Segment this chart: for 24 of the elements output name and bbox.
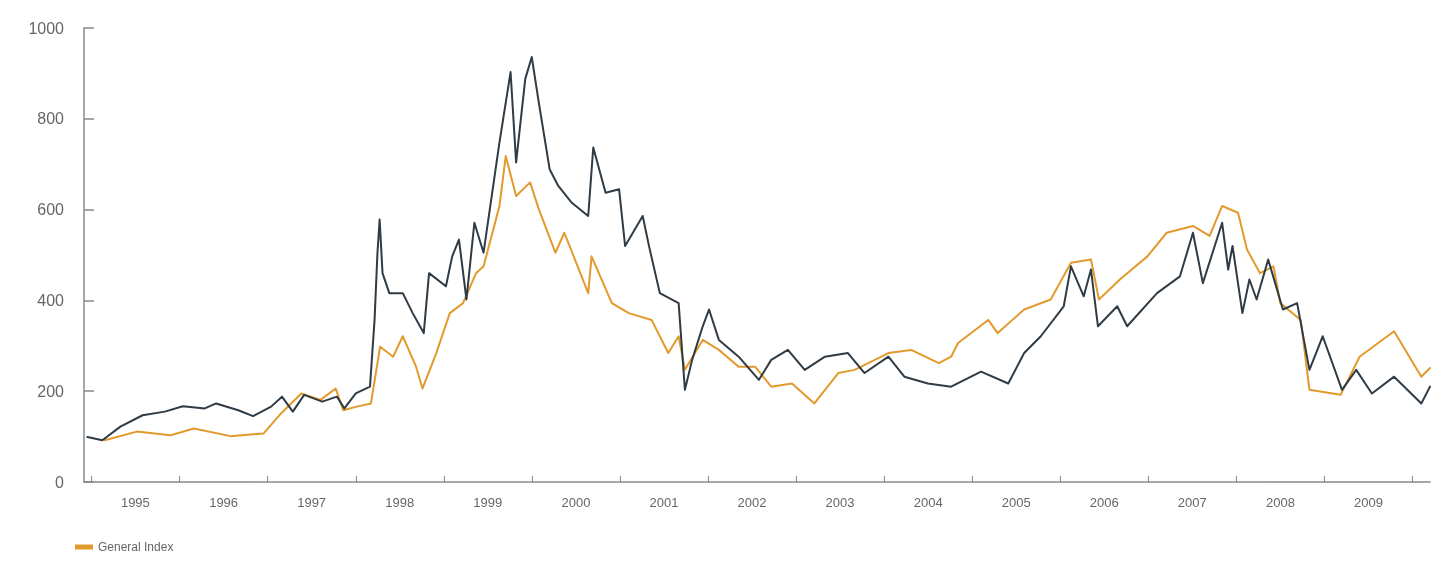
x-tick-label: 2004 bbox=[913, 495, 943, 510]
y-tick-label: 200 bbox=[37, 382, 65, 400]
x-tick-label: 2000 bbox=[561, 495, 591, 510]
y-tick-label: 0 bbox=[55, 473, 65, 491]
x-tick-label: 2005 bbox=[1001, 495, 1031, 510]
y-tick-label: 400 bbox=[37, 291, 65, 309]
x-tick-label: 2003 bbox=[825, 495, 855, 510]
x-tick-label: 1998 bbox=[385, 495, 415, 510]
x-tick-label: 2001 bbox=[649, 495, 679, 510]
x-tick-label: 1999 bbox=[473, 495, 503, 510]
x-tick-label: 1995 bbox=[120, 495, 150, 510]
line-series bbox=[103, 155, 1431, 442]
x-tick-label: 2006 bbox=[1089, 495, 1119, 510]
x-tick-label: 2009 bbox=[1354, 495, 1383, 510]
line-series bbox=[86, 56, 1431, 442]
x-tick-label: 2002 bbox=[737, 495, 767, 510]
y-tick-label: 800 bbox=[37, 110, 65, 128]
x-tick-label: 1996 bbox=[209, 495, 239, 510]
legend-label: General Index bbox=[98, 540, 174, 554]
x-tick-label: 2007 bbox=[1177, 495, 1207, 510]
y-tick-label: 1000 bbox=[28, 19, 65, 37]
x-tick-label: 2008 bbox=[1266, 495, 1295, 510]
x-tick-label: 1997 bbox=[297, 495, 327, 510]
y-tick-label: 600 bbox=[37, 201, 65, 219]
